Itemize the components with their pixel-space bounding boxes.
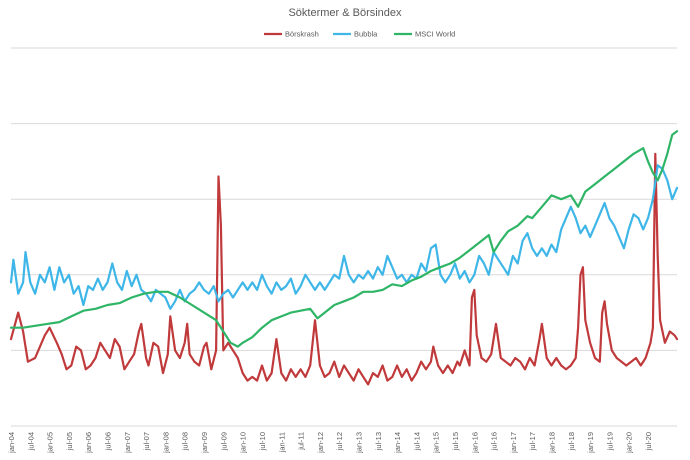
x-tick-label: jan-04 <box>7 432 16 454</box>
x-tick-label: jan-13 <box>355 432 364 454</box>
x-tick-label: jan-12 <box>316 432 325 454</box>
x-tick-label: jan-07 <box>123 432 132 454</box>
legend-item: MSCI World <box>394 30 455 39</box>
series-lines <box>9 130 679 386</box>
x-tick-label: jul-20 <box>644 432 653 451</box>
x-tick-label: jan-17 <box>509 432 518 454</box>
chart-title: Söktermer & Börsindex <box>288 7 402 19</box>
series-line-b-rskrash <box>9 152 679 386</box>
x-tick-label: jul-19 <box>605 432 614 451</box>
x-tick-label: jul-09 <box>219 432 228 451</box>
x-tick-label: jul-07 <box>142 432 151 451</box>
legend-label: Börskrash <box>285 30 319 39</box>
x-tick-label: jul-11 <box>297 432 306 451</box>
series-line-msci-world <box>9 130 679 348</box>
x-tick-label: jan-10 <box>239 432 248 454</box>
x-tick-label: jul-12 <box>335 432 344 451</box>
legend-item: Börskrash <box>264 30 319 39</box>
x-tick-labels: jan-04 jul-04 jan-05 jul-05 jan-06 jul-06 jan-… <box>7 432 653 454</box>
x-tick-label: jul-14 <box>412 432 421 451</box>
x-tick-label: jul-08 <box>181 432 190 451</box>
x-tick-label: jan-19 <box>586 432 595 454</box>
legend-label: Bubbla <box>354 30 378 39</box>
x-tick-label: jul-13 <box>374 432 383 451</box>
x-tick-label: jan-09 <box>200 432 209 454</box>
x-tick-label: jan-06 <box>84 432 93 454</box>
x-tick-label: jul-17 <box>528 432 537 451</box>
legend-label: MSCI World <box>415 30 455 39</box>
x-tick-label: jul-06 <box>104 432 113 451</box>
legend: Börskrash Bubbla MSCI World <box>264 30 455 39</box>
x-tick-label: jul-05 <box>65 432 74 451</box>
x-tick-label: jul-15 <box>451 432 460 451</box>
x-tick-label: jan-11 <box>277 432 286 453</box>
x-tick-label: jan-08 <box>161 432 170 454</box>
x-tick-label: jul-04 <box>26 432 35 451</box>
x-tick-label: jan-15 <box>432 432 441 454</box>
x-tick-label: jan-16 <box>470 432 479 454</box>
series-line-bubbla <box>9 164 679 310</box>
x-tick-label: jul-18 <box>567 432 576 451</box>
x-tick-label: jul-16 <box>490 432 499 451</box>
x-tick-label: jul-10 <box>258 432 267 451</box>
x-tick-label: jan-20 <box>625 432 634 454</box>
x-tick-label: jan-05 <box>46 432 55 454</box>
gridlines <box>11 47 677 351</box>
x-tick-label: jan-14 <box>393 432 402 454</box>
x-tick-label: jan-18 <box>548 432 557 454</box>
legend-item: Bubbla <box>333 30 378 39</box>
